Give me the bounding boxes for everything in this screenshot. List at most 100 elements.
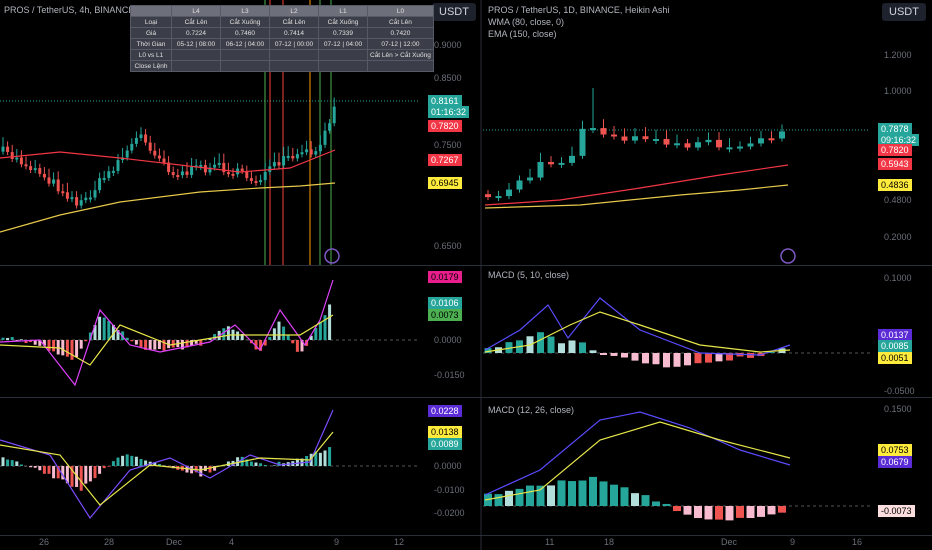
candle xyxy=(579,128,586,156)
macd-line xyxy=(0,409,334,520)
price-label: 0.7820 xyxy=(428,120,462,132)
price-label: 0.4836 xyxy=(878,179,912,191)
histogram-bar xyxy=(323,315,327,340)
histogram-bar xyxy=(610,353,618,356)
table-cell xyxy=(318,49,368,61)
candle xyxy=(167,162,171,173)
alert-icon[interactable] xyxy=(780,248,796,264)
histogram-bar xyxy=(47,340,51,351)
price-label: 0.0179 xyxy=(428,271,462,283)
histogram-bar xyxy=(663,353,670,368)
histogram-bar xyxy=(767,506,776,515)
candle xyxy=(240,168,244,171)
candle xyxy=(758,138,764,144)
histogram-bar xyxy=(47,466,51,474)
histogram-bar xyxy=(323,450,327,466)
histogram-bar xyxy=(536,485,545,506)
axis-label: 0.4800 xyxy=(884,195,912,205)
signal-table: L4 L3 L2 L1 L0 Loại Cắt Lên Cắt Xuống Cắt L… xyxy=(130,5,434,72)
histogram-bar xyxy=(139,458,143,466)
candle xyxy=(254,181,258,184)
histogram-bar xyxy=(111,324,115,340)
candle xyxy=(295,154,299,159)
histogram-bar xyxy=(620,487,629,506)
histogram-bar xyxy=(79,340,83,349)
histogram-bar xyxy=(144,340,148,350)
histogram-bar xyxy=(162,465,166,466)
histogram-bar xyxy=(65,466,69,484)
candle xyxy=(213,164,217,168)
table-cell: Cắt Lên xyxy=(367,16,434,28)
histogram-bar xyxy=(259,340,263,351)
histogram-bar xyxy=(272,465,276,466)
table-header: L1 xyxy=(318,5,368,17)
candle xyxy=(208,167,212,173)
time-label: Dec xyxy=(166,537,183,547)
candle xyxy=(249,178,253,182)
histogram-bar xyxy=(56,466,60,479)
candle xyxy=(180,171,184,176)
histogram-bar xyxy=(277,321,281,340)
candle xyxy=(19,157,23,165)
histogram-bar xyxy=(199,340,203,346)
histogram-bar xyxy=(10,337,14,340)
time-label: 16 xyxy=(852,537,863,547)
candle xyxy=(632,136,638,141)
candle xyxy=(323,130,327,145)
histogram-bar xyxy=(314,328,318,340)
candle xyxy=(642,136,649,140)
histogram-bar xyxy=(268,336,272,340)
histogram-bar xyxy=(24,340,28,344)
histogram-bar xyxy=(631,493,639,506)
histogram-bar xyxy=(134,456,138,466)
table-cell: L0 vs L1 xyxy=(130,49,172,61)
candle xyxy=(6,146,10,153)
candle xyxy=(107,171,111,178)
histogram-bar xyxy=(328,447,332,466)
candle xyxy=(10,152,14,160)
indicator-title: MACD (12, 26, close) xyxy=(488,405,575,415)
histogram-bar xyxy=(305,456,309,466)
time-label: 12 xyxy=(394,537,405,547)
candle xyxy=(527,177,533,181)
candle xyxy=(653,138,659,141)
histogram-bar xyxy=(15,340,19,341)
currency-button[interactable]: USDT xyxy=(882,3,926,21)
histogram-bar xyxy=(93,325,97,340)
histogram-bar xyxy=(236,331,240,340)
histogram-bar xyxy=(328,304,332,340)
macd-line xyxy=(484,411,791,496)
ma-line xyxy=(484,184,789,209)
price-label: 0.0679 xyxy=(878,456,912,468)
currency-button[interactable]: USDT xyxy=(432,3,476,21)
candle xyxy=(162,158,166,163)
table-cell xyxy=(220,49,270,61)
histogram-bar xyxy=(537,332,544,353)
histogram-bar xyxy=(694,353,702,364)
histogram-bar xyxy=(116,457,120,466)
candle xyxy=(199,165,203,168)
histogram-bar xyxy=(42,466,46,474)
histogram-bar xyxy=(291,340,295,344)
histogram-bar xyxy=(42,340,46,346)
price-label: 0.0137 xyxy=(878,329,912,341)
candle xyxy=(621,136,628,141)
candle xyxy=(245,170,249,179)
chart-title: PROS / TetherUS, 1D, BINANCE, Heikin Ash… xyxy=(488,5,670,15)
histogram-bar xyxy=(139,340,143,347)
histogram-bar xyxy=(65,340,69,357)
candle xyxy=(695,142,701,148)
histogram-bar xyxy=(98,316,102,340)
axis-label: -0.0200 xyxy=(434,508,465,518)
candle xyxy=(75,197,79,206)
alert-icon[interactable] xyxy=(324,248,340,264)
candle xyxy=(747,143,754,147)
histogram-bar xyxy=(641,495,650,506)
histogram-bar xyxy=(673,353,681,367)
time-label: 26 xyxy=(39,537,50,547)
candle xyxy=(663,138,670,145)
histogram-bar xyxy=(185,340,189,348)
table-cell: 0.7460 xyxy=(220,27,270,39)
histogram-bar xyxy=(125,454,129,466)
